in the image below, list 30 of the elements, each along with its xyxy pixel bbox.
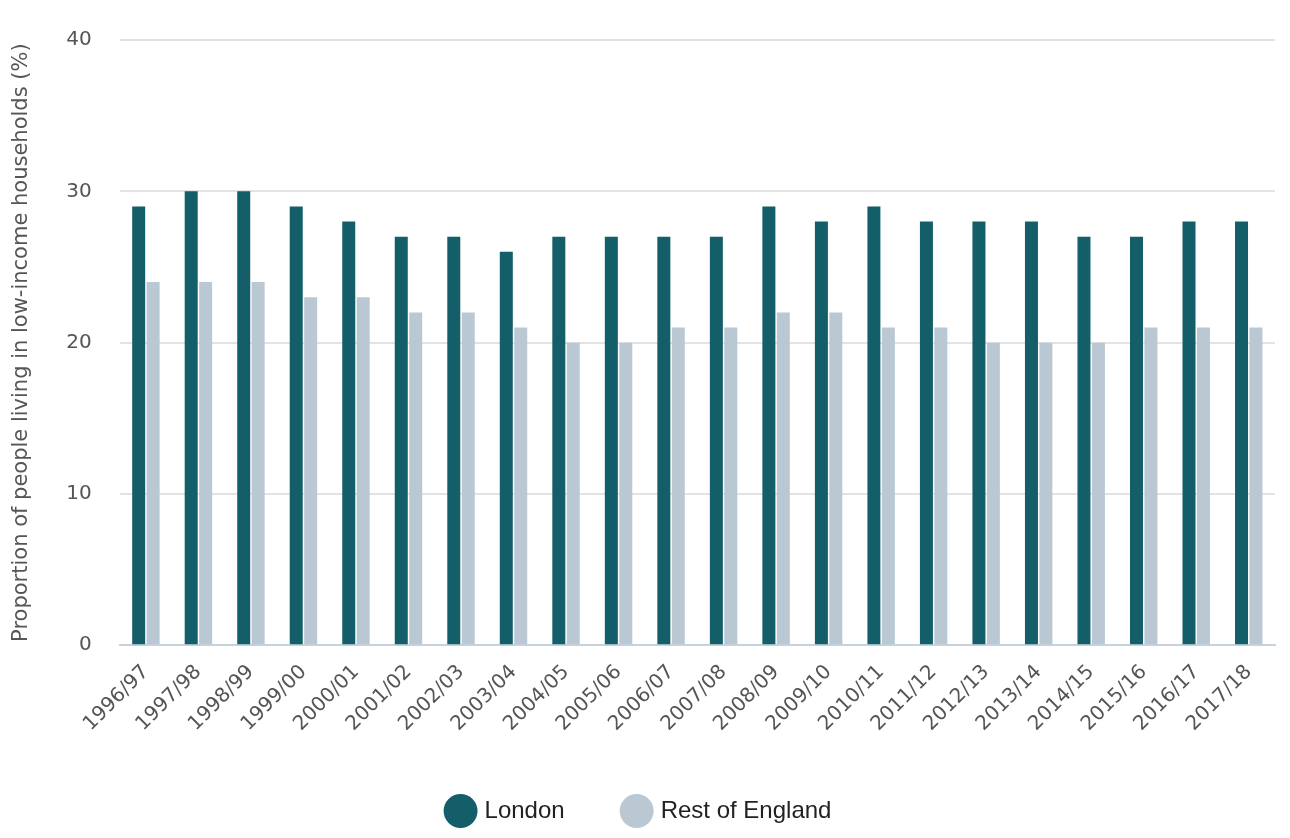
bar: [289, 206, 303, 645]
bar: [552, 236, 566, 645]
bar: [1129, 236, 1143, 645]
bar: [237, 191, 251, 645]
bar: [394, 236, 408, 645]
bar: [1024, 221, 1038, 645]
bar: [762, 206, 776, 645]
bar: [132, 206, 146, 645]
bar: [499, 251, 513, 645]
bar: [447, 236, 461, 645]
bar: [184, 191, 198, 645]
bar: [867, 206, 881, 645]
y-tick-label: 30: [66, 177, 92, 202]
bar: [1077, 236, 1091, 645]
y-tick-label: 0: [78, 631, 92, 656]
legend-label: London: [484, 795, 565, 823]
bar: [604, 236, 618, 645]
bar: [919, 221, 933, 645]
bar: [657, 236, 671, 645]
y-axis-title: Proportion of people living in low-income households (%): [8, 43, 33, 642]
bar: [1235, 221, 1249, 645]
legend-label: Rest of England: [660, 795, 832, 823]
bar: [1182, 221, 1196, 645]
bar: [709, 236, 723, 645]
y-tick-label: 20: [66, 328, 92, 353]
bar: [972, 221, 986, 645]
bar: [342, 221, 356, 645]
y-tick-label: 40: [66, 26, 92, 51]
bar: [814, 221, 828, 645]
y-tick-label: 10: [66, 480, 92, 505]
